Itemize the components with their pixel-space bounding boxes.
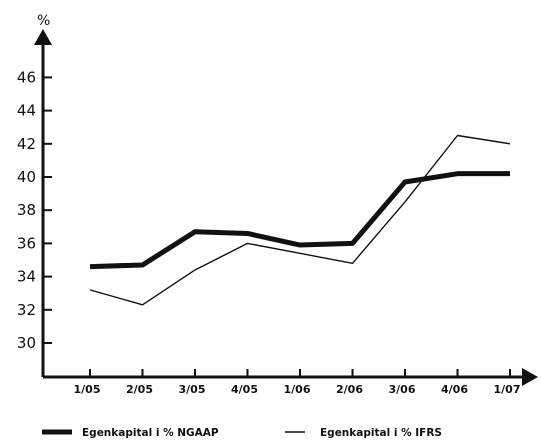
- y-ticks: 30 32 34 36 38 40 42 44 46: [17, 68, 52, 352]
- axes: [34, 29, 538, 386]
- x-tick-label: 4/05: [231, 383, 258, 396]
- series-lines: [89, 134, 511, 306]
- legend-label-2: Egenkapital i % IFRS: [320, 427, 442, 439]
- x-tick-label: 2/06: [336, 383, 363, 396]
- x-ticks: 1/05 2/05 3/05 4/05 1/06 2/06 3/06 4/06 1/07: [74, 369, 521, 396]
- x-tick-label: 4/06: [441, 383, 468, 396]
- x-tick-label: 2/05: [126, 383, 153, 396]
- x-tick-label: 1/06: [284, 383, 311, 396]
- y-tick-label: 46: [17, 68, 36, 86]
- y-tick-label: 36: [17, 234, 36, 252]
- y-tick-label: 44: [17, 102, 36, 120]
- y-tick-label: 42: [17, 135, 36, 153]
- y-tick-label: 34: [17, 268, 36, 286]
- series-line-2: [89, 134, 511, 306]
- legend-label-1: Egenkapital i % NGAAP: [82, 427, 219, 439]
- x-tick-label: 1/05: [74, 383, 101, 396]
- y-tick-label: 32: [17, 301, 36, 319]
- y-tick-label: 40: [17, 168, 36, 186]
- x-tick-label: 3/06: [389, 383, 416, 396]
- x-axis-arrow: [522, 368, 538, 386]
- legend: Egenkapital i % NGAAP Egenkapital i % IFR…: [42, 427, 442, 439]
- x-tick-label: 1/07: [494, 383, 521, 396]
- series-line-1: [89, 171, 510, 270]
- y-tick-label: 38: [17, 201, 36, 219]
- y-axis-arrow: [34, 29, 52, 45]
- y-tick-label: 30: [17, 334, 36, 352]
- y-axis-unit-label: %: [37, 13, 50, 29]
- x-tick-label: 3/05: [179, 383, 206, 396]
